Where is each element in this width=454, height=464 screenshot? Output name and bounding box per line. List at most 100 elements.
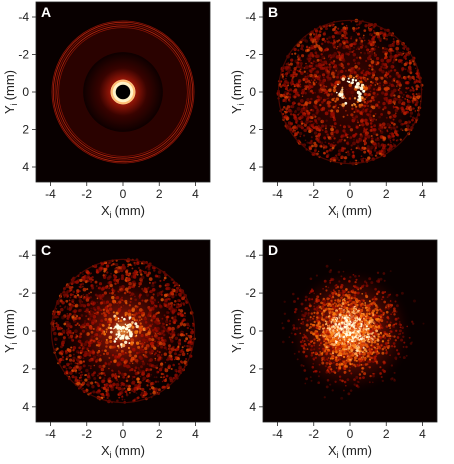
speckle-point — [346, 114, 349, 116]
speckle-point — [364, 157, 367, 160]
speckle-point — [142, 270, 145, 273]
speckle-point — [121, 372, 125, 377]
speckle-point — [315, 64, 319, 68]
speckle-point — [146, 273, 150, 277]
speckle-point — [364, 79, 368, 83]
speckle-point — [113, 302, 116, 305]
speckle-point — [138, 315, 142, 319]
speckle-point — [156, 326, 160, 331]
speckle-point — [355, 159, 358, 162]
speckle-point — [156, 364, 158, 367]
speckle-point — [177, 312, 181, 316]
speckle-point — [353, 383, 356, 386]
speckle-point — [62, 343, 65, 346]
speckle-point — [307, 342, 311, 346]
speckle-point — [89, 339, 92, 343]
speckle-point — [394, 54, 398, 58]
speckle-point — [156, 335, 158, 337]
speckle-point — [102, 324, 105, 327]
speckle-point — [141, 345, 144, 348]
speckle-point — [105, 267, 108, 270]
speckle-point — [315, 34, 319, 38]
speckle-point — [294, 52, 297, 55]
speckle-point — [138, 381, 142, 384]
speckle-point — [385, 304, 388, 307]
speckle-point — [98, 339, 100, 342]
speckle-point — [404, 128, 408, 132]
speckle-point — [309, 33, 312, 36]
speckle-point — [367, 105, 369, 107]
speckle-point — [90, 291, 92, 294]
speckle-point — [91, 286, 95, 290]
speckle-point — [302, 48, 305, 52]
speckle-point — [69, 325, 73, 329]
speckle-point — [285, 74, 288, 78]
speckle-point — [300, 110, 303, 114]
speckle-point — [160, 293, 163, 296]
speckle-point — [308, 64, 312, 68]
x-tick-label: 2 — [156, 187, 163, 201]
speckle-point — [323, 396, 326, 399]
speckle-point — [407, 95, 411, 99]
speckle-point — [321, 361, 325, 365]
speckle-point — [417, 92, 421, 96]
speckle-point — [311, 91, 315, 95]
speckle-point — [325, 361, 329, 365]
speckle-point — [177, 369, 181, 373]
speckle-point — [392, 61, 395, 64]
speckle-point — [172, 345, 175, 349]
speckle-point — [400, 77, 404, 80]
speckle-point — [131, 390, 134, 392]
speckle-point — [101, 331, 105, 335]
speckle-point — [102, 352, 106, 355]
speckle-point — [136, 319, 139, 322]
speckle-point — [157, 380, 160, 383]
speckle-point — [401, 108, 405, 112]
speckle-point — [131, 307, 136, 311]
speckle-point — [370, 109, 373, 112]
speckle-point — [121, 284, 125, 289]
speckle-point — [328, 36, 331, 39]
speckle-point — [357, 121, 359, 124]
speckle-point — [185, 301, 189, 304]
speckle-point — [326, 378, 330, 382]
speckle-point — [341, 34, 345, 38]
speckle-point — [284, 87, 288, 91]
speckle-point — [308, 304, 312, 308]
panel-label: A — [41, 4, 51, 20]
speckle-point — [387, 70, 391, 74]
speckle-point — [386, 72, 389, 76]
speckle-point — [335, 30, 339, 34]
speckle-point — [52, 319, 56, 323]
speckle-point — [313, 73, 317, 77]
speckle-point — [320, 64, 323, 67]
speckle-point — [85, 340, 89, 344]
speckle-point — [348, 90, 351, 93]
speckle-point — [325, 93, 328, 96]
speckle-point — [300, 122, 304, 125]
speckle-point — [363, 92, 367, 96]
speckle-point — [348, 87, 350, 90]
speckle-point — [325, 47, 329, 52]
speckle-point — [300, 318, 304, 321]
speckle-point — [111, 354, 115, 357]
speckle-point — [395, 139, 398, 142]
speckle-point — [376, 292, 379, 296]
y-tick-label: -2 — [245, 48, 256, 62]
speckle-point — [114, 373, 117, 375]
speckle-point — [161, 324, 165, 328]
speckle-point — [323, 40, 327, 43]
speckle-point — [316, 323, 320, 327]
speckle-point — [98, 334, 102, 338]
speckle-point — [122, 304, 125, 307]
speckle-point — [299, 83, 302, 86]
speckle-point — [146, 299, 149, 301]
speckle-point — [81, 329, 86, 333]
speckle-point — [105, 338, 108, 341]
speckle-point — [147, 326, 150, 329]
speckle-point — [345, 110, 347, 112]
speckle-point — [393, 94, 396, 97]
speckle-point — [93, 333, 96, 336]
speckle-point — [346, 298, 349, 301]
speckle-point — [335, 129, 340, 134]
